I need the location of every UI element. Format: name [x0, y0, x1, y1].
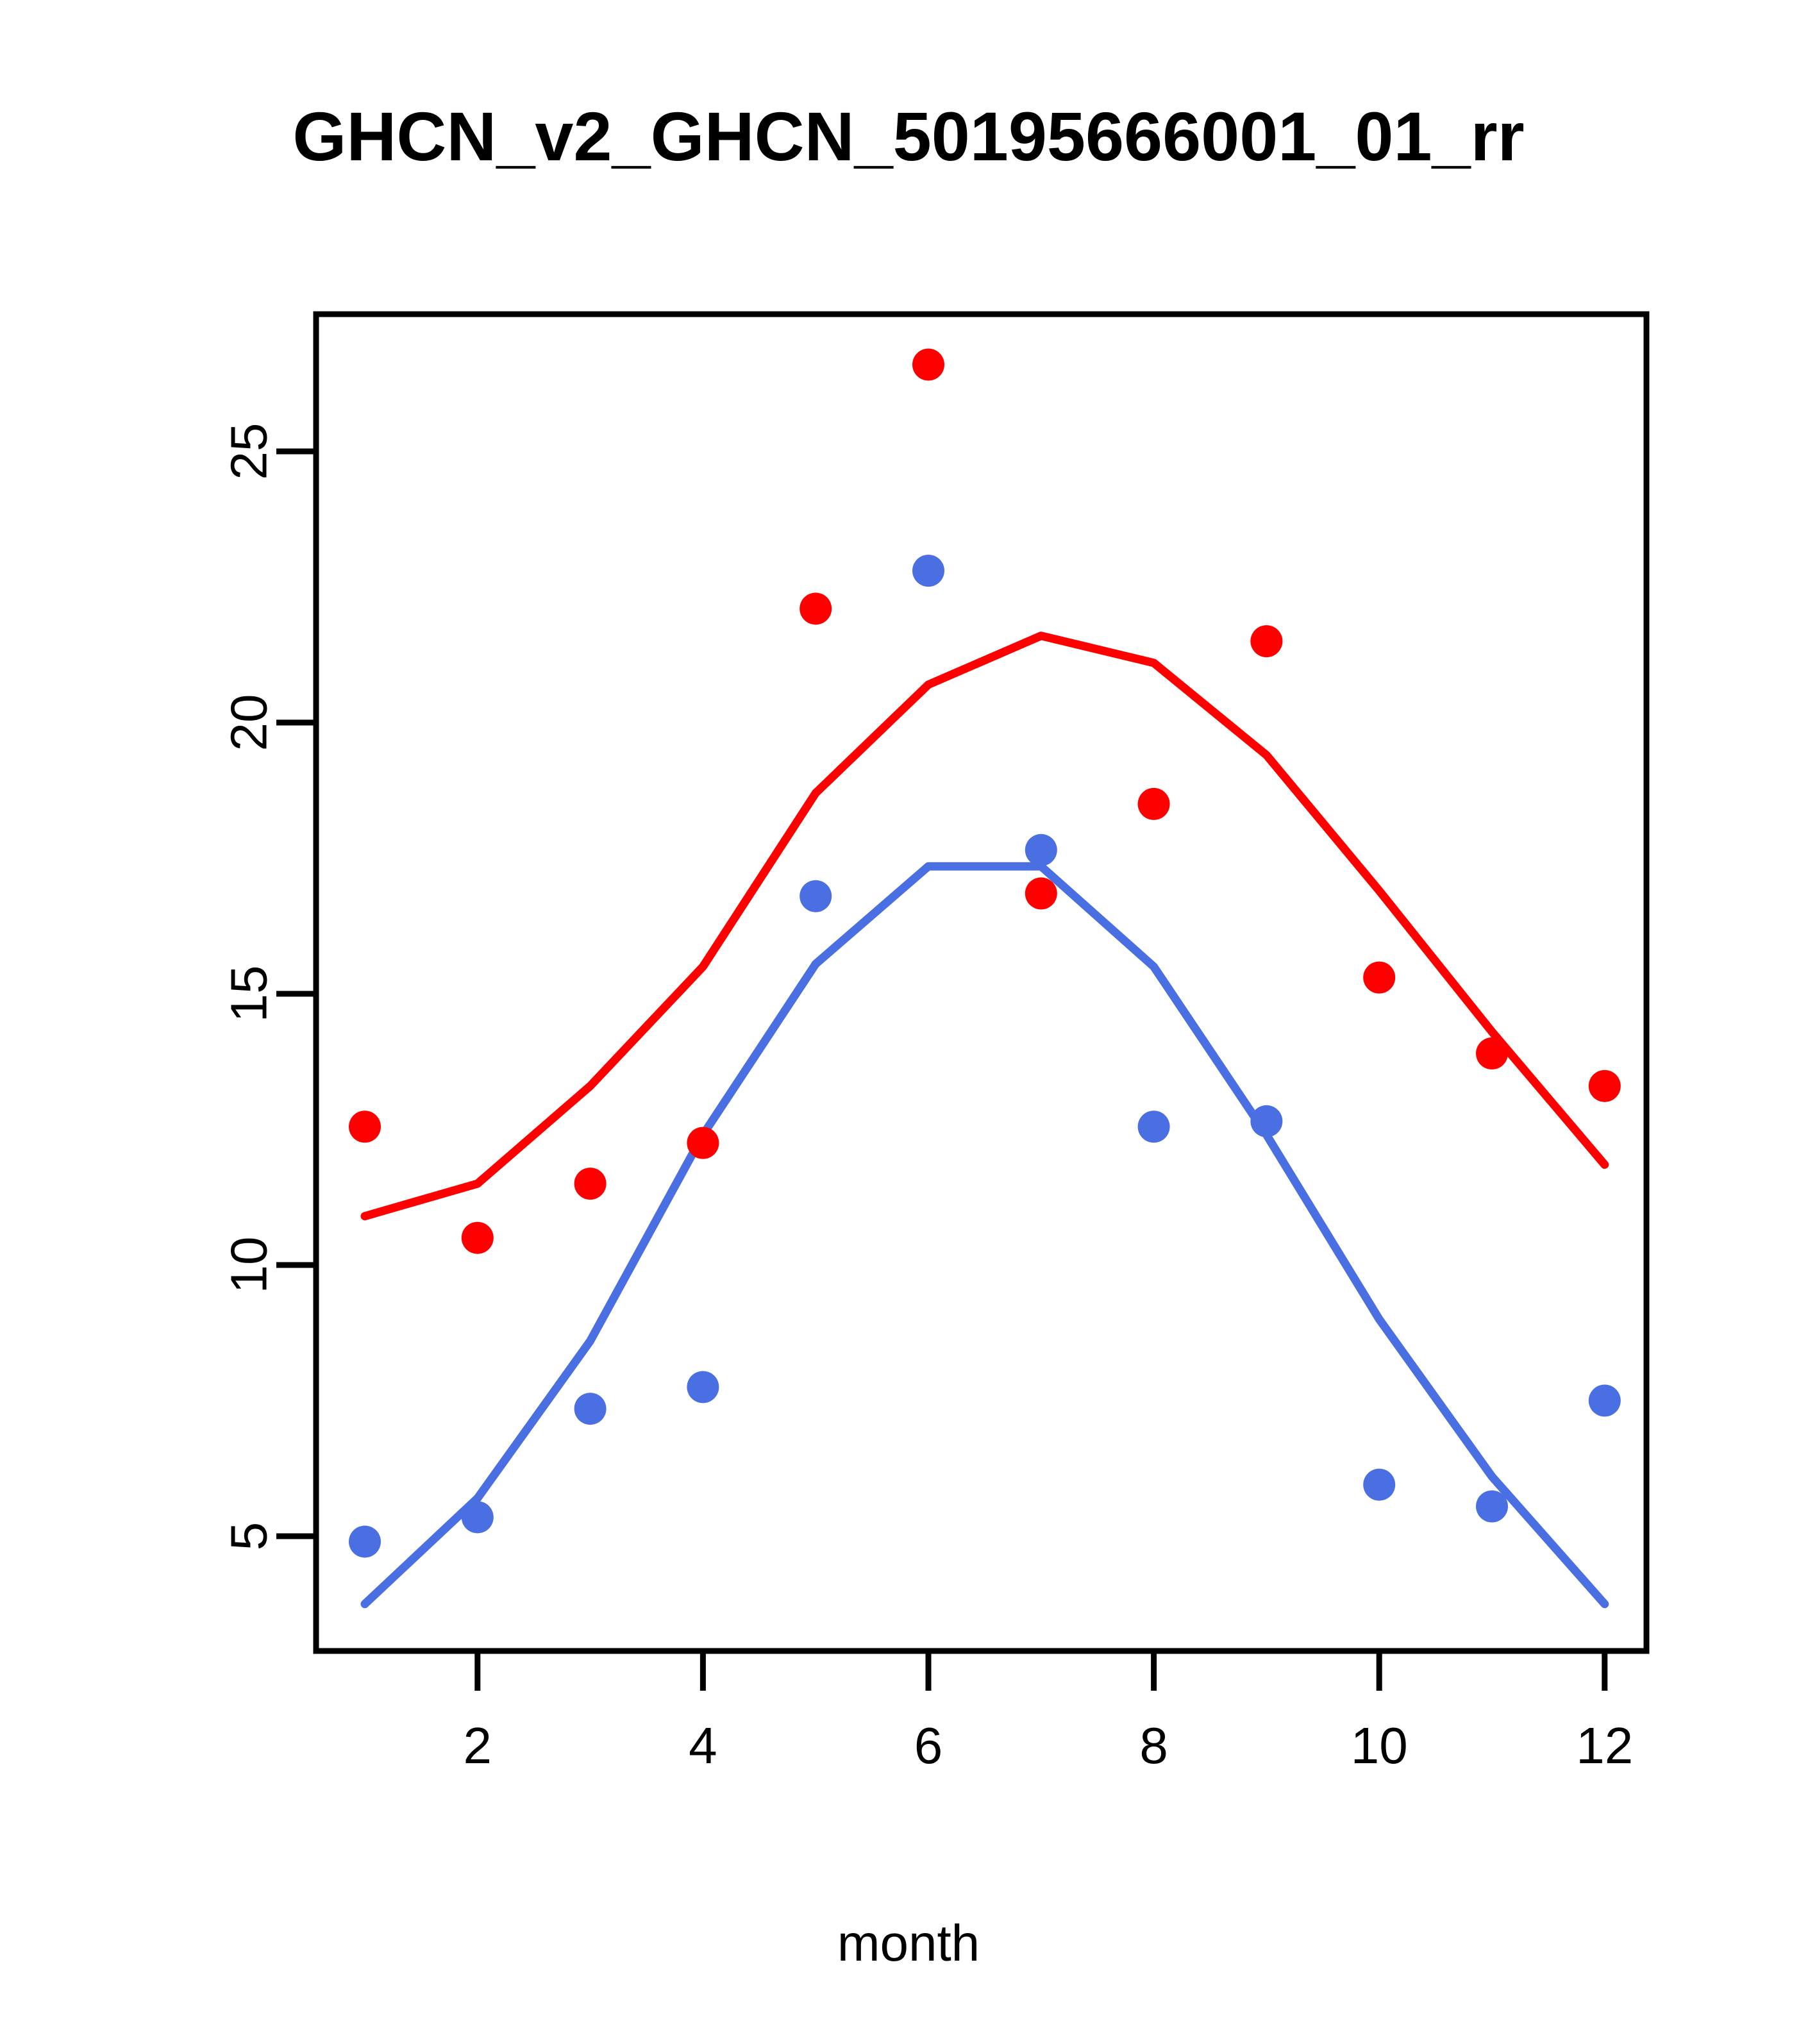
plot-frame [313, 311, 1650, 1654]
series-line-blue-line [360, 862, 1609, 1609]
series-lines [360, 632, 1609, 1609]
data-point-blue-points [574, 1393, 607, 1425]
y-axis-tick-label: 5 [221, 1522, 278, 1551]
data-point-blue-points [912, 555, 944, 587]
x-axis-tick-label: 4 [689, 1717, 717, 1774]
x-axis-tick-label: 12 [1576, 1717, 1633, 1774]
data-point-blue-points [1476, 1490, 1508, 1523]
y-axis-tick-label: 20 [221, 694, 278, 751]
y-axis-tick-label: 15 [221, 966, 278, 1023]
x-axis-label: month [837, 1914, 980, 1972]
data-point-red-points [1137, 787, 1170, 820]
data-point-red-points [1476, 1037, 1508, 1070]
y-axis-tick-label: 25 [221, 423, 278, 480]
data-point-red-points [1363, 961, 1396, 994]
y-axis: 5 10 15 20 25 [221, 423, 316, 1551]
x-axis: 2 4 6 8 10 12 [464, 1651, 1633, 1774]
data-point-blue-points [800, 880, 832, 912]
series-line-red-line [360, 632, 1609, 1221]
data-point-red-points [1250, 625, 1283, 658]
y-axis-tick-label: 10 [221, 1237, 278, 1294]
data-point-red-points [349, 1110, 381, 1143]
data-point-red-points [1025, 877, 1057, 910]
data-point-red-points [461, 1221, 494, 1254]
page-title: GHCN_v2_GHCN_50195666001_01_rr [292, 97, 1525, 175]
data-point-blue-points [461, 1501, 494, 1534]
x-axis-tick-label: 6 [914, 1717, 943, 1774]
data-point-blue-points [1363, 1468, 1396, 1501]
data-point-blue-points [1588, 1384, 1621, 1417]
data-point-red-points [687, 1127, 719, 1159]
data-point-red-points [800, 592, 832, 625]
plot-border [313, 311, 1650, 1654]
x-axis-tick-label: 2 [464, 1717, 492, 1774]
data-point-blue-points [1025, 834, 1057, 866]
x-axis-tick-label: 10 [1351, 1717, 1408, 1774]
data-point-blue-points [349, 1525, 381, 1558]
data-point-blue-points [687, 1371, 719, 1403]
data-point-red-points [574, 1168, 607, 1200]
data-point-red-points [912, 348, 944, 381]
data-point-blue-points [1250, 1105, 1283, 1137]
data-point-red-points [1588, 1069, 1621, 1102]
data-point-blue-points [1137, 1110, 1170, 1143]
x-axis-tick-label: 8 [1139, 1717, 1168, 1774]
series-points [349, 348, 1621, 1558]
